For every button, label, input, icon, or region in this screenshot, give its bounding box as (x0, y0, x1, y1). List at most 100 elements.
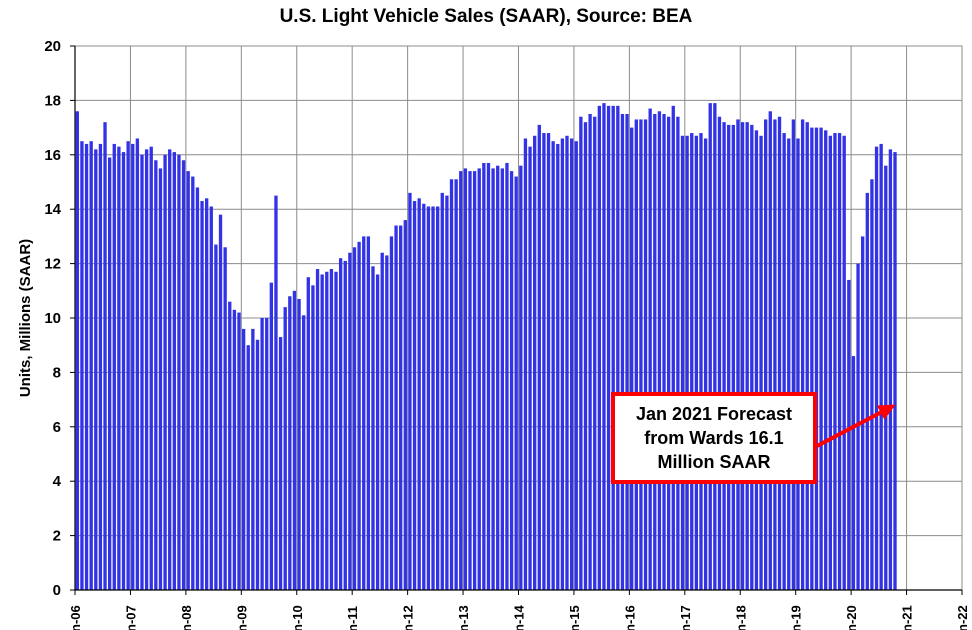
y-tick-label: 4 (53, 473, 62, 490)
bar (819, 127, 823, 590)
x-tick-label: n-21 (900, 605, 915, 630)
bar (214, 244, 218, 590)
bar (523, 138, 528, 591)
x-tick-label: n-14 (512, 605, 527, 630)
y-tick-label: 6 (53, 419, 61, 436)
bar (163, 154, 167, 591)
bar (274, 195, 278, 590)
chart-title: U.S. Light Vehicle Sales (SAAR), Source:… (280, 6, 693, 27)
bar (754, 130, 759, 590)
bar (569, 138, 574, 591)
x-tick-label: n-06 (68, 605, 83, 630)
bar (260, 318, 264, 590)
bar (736, 119, 740, 590)
bar (676, 116, 680, 590)
bar (805, 122, 809, 590)
bar (144, 149, 149, 591)
bar (565, 135, 569, 590)
bar (149, 146, 153, 590)
bar (288, 296, 292, 590)
bar (773, 119, 777, 590)
bar (228, 301, 232, 590)
bar (343, 260, 347, 590)
grid (74, 45, 963, 591)
bar (181, 160, 186, 591)
bar (306, 277, 310, 590)
bar (412, 201, 417, 591)
bar (403, 220, 407, 590)
bar (329, 269, 334, 590)
bar (657, 111, 662, 590)
bar (334, 271, 338, 590)
bar (417, 198, 421, 590)
bar (223, 247, 227, 590)
y-tick-label: 10 (44, 310, 61, 327)
x-tick-label: n-12 (401, 605, 416, 630)
bar (445, 195, 449, 590)
bar (768, 111, 772, 590)
bar (449, 179, 454, 590)
bar (764, 119, 768, 590)
y-tick-label: 2 (53, 528, 61, 545)
bar (717, 116, 722, 590)
x-tick-label: n-13 (456, 605, 471, 630)
bar (200, 201, 204, 591)
bar (84, 143, 89, 591)
bar (727, 124, 731, 590)
bar (810, 127, 814, 590)
bar (496, 165, 500, 590)
bar (399, 225, 403, 590)
bar (630, 127, 634, 590)
bar (251, 328, 255, 590)
y-axis-label: Units, Millions (SAAR) (17, 239, 34, 397)
bar (389, 236, 394, 590)
bar (851, 356, 856, 590)
bar (98, 143, 103, 591)
bar (117, 146, 121, 590)
bar (500, 168, 504, 590)
bar (814, 127, 819, 590)
bar (385, 255, 389, 590)
bar (126, 141, 130, 590)
bar (454, 179, 458, 590)
bar (269, 282, 274, 590)
bar (186, 171, 190, 590)
bar (879, 143, 883, 591)
bar (861, 236, 865, 590)
bar (824, 130, 828, 590)
y-tick-label: 0 (53, 582, 61, 599)
bar (94, 149, 98, 591)
bar (583, 122, 588, 590)
bar (634, 119, 638, 590)
bar (509, 171, 514, 590)
bar (292, 290, 297, 590)
bar (639, 119, 643, 590)
bar (218, 214, 223, 590)
bar (154, 160, 158, 591)
bar (491, 168, 495, 590)
bar (680, 135, 685, 590)
bar (740, 122, 745, 590)
y-tick-label: 12 (44, 256, 61, 273)
y-tick-label: 8 (53, 364, 61, 381)
bar (380, 252, 384, 590)
x-tick-label: n-18 (733, 605, 748, 630)
bar (482, 162, 486, 590)
x-tick-label: n-10 (290, 605, 305, 630)
bar (519, 165, 523, 590)
bar (620, 114, 625, 590)
bar (837, 133, 842, 591)
bar (362, 236, 366, 590)
bar (791, 119, 796, 590)
bar (158, 168, 163, 590)
bar (468, 171, 472, 590)
bar (593, 116, 597, 590)
bar (426, 206, 431, 591)
bar (320, 274, 324, 590)
x-tick-label: n-16 (622, 605, 637, 630)
bar (435, 206, 440, 591)
bar (800, 119, 805, 590)
bar (662, 114, 666, 590)
bar (828, 135, 832, 590)
